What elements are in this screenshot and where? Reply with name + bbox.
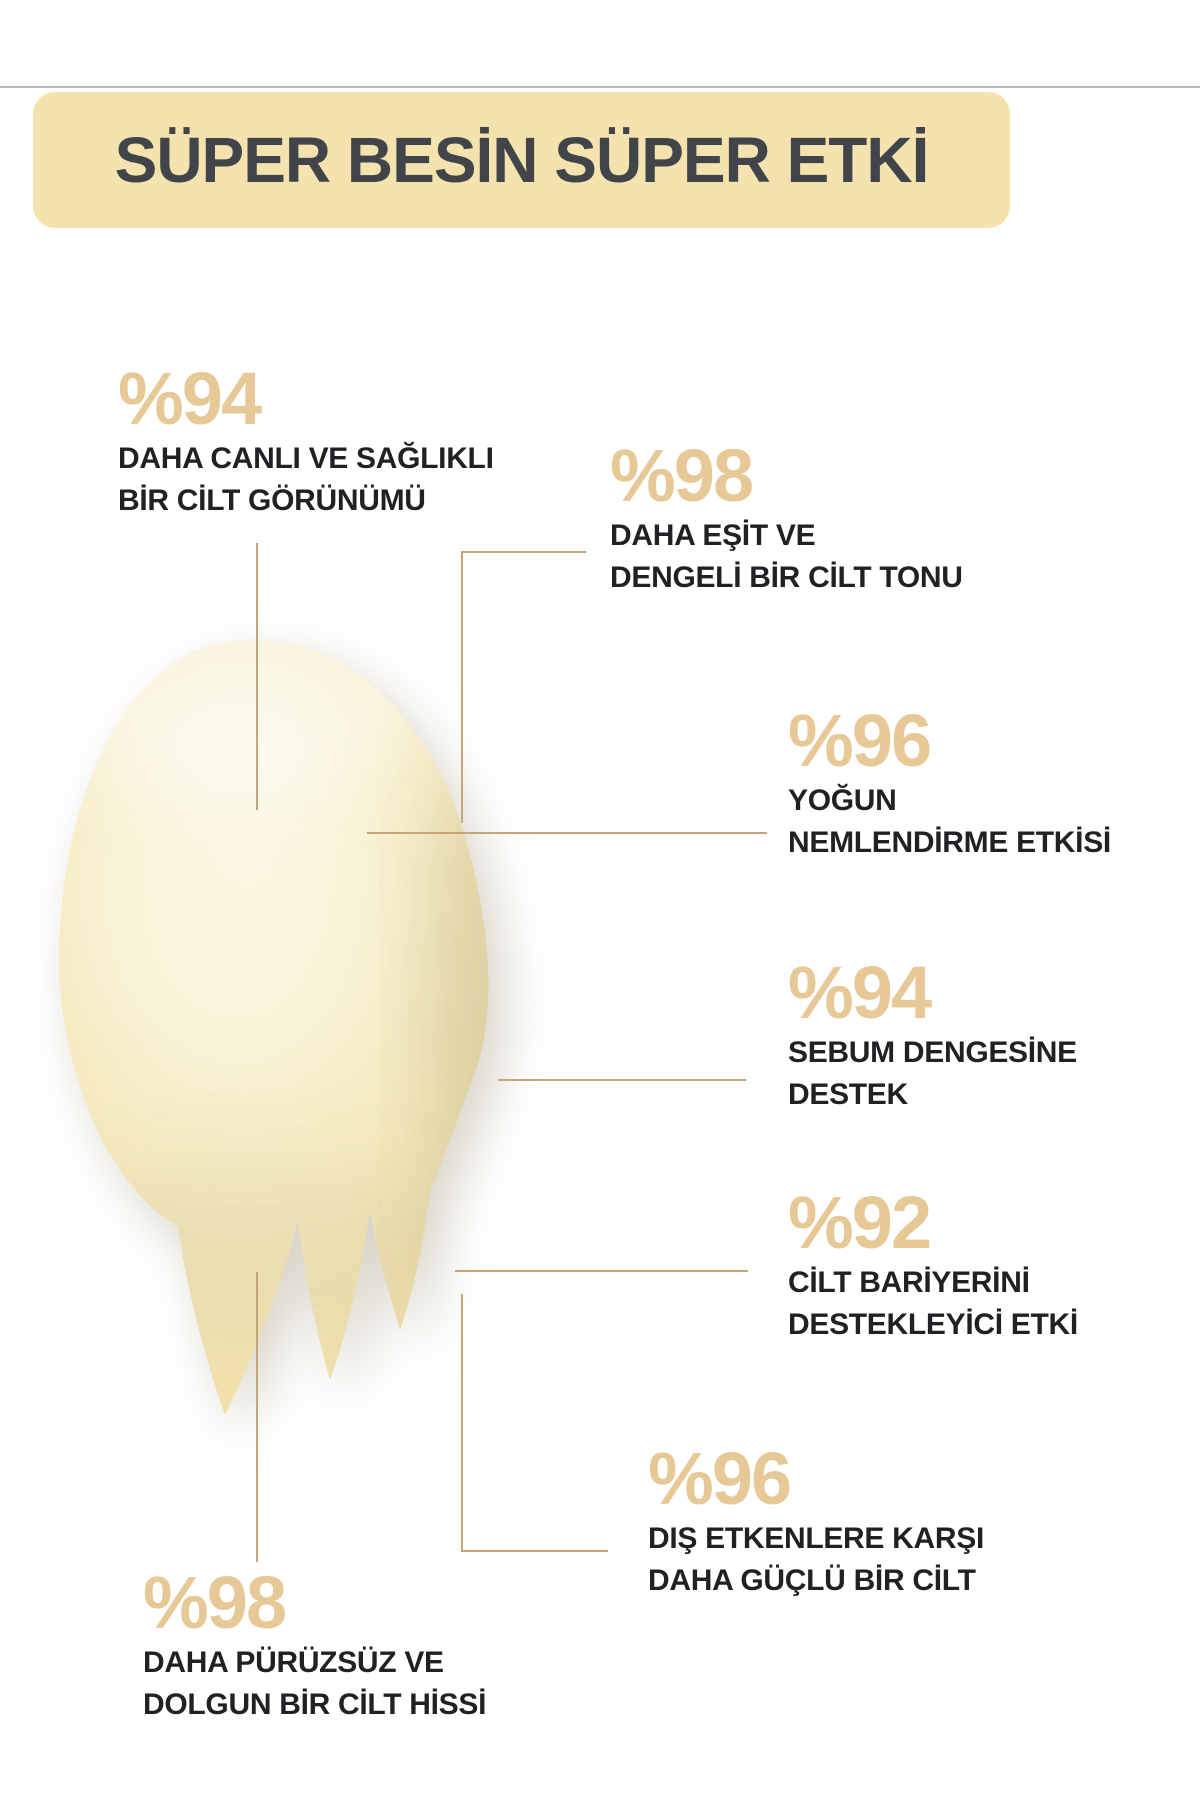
stat-value: %94 bbox=[788, 951, 932, 1034]
connector-line-external-h bbox=[461, 1550, 608, 1552]
connector-line-barrier bbox=[455, 1270, 748, 1272]
stat-label: DAHA CANLI VE SAĞLIKLI bbox=[118, 442, 494, 475]
stat-label: DAHA PÜRÜZSÜZ VE bbox=[143, 1646, 444, 1679]
connector-line-sebum bbox=[498, 1079, 746, 1081]
page-title: SÜPER BESİN SÜPER ETKİ bbox=[114, 124, 930, 196]
stat-label: CİLT BARİYERİNİ bbox=[788, 1266, 1030, 1299]
stat-value: %98 bbox=[610, 434, 754, 517]
stat-sebum-balance: %94 SEBUM DENGESİNE DESTEK bbox=[788, 951, 1077, 1116]
cream-swatch-body bbox=[59, 639, 489, 1416]
stat-value: %96 bbox=[788, 699, 932, 782]
stat-label: DOLGUN BİR CİLT HİSSİ bbox=[143, 1688, 487, 1721]
stat-label: DAHA GÜÇLÜ BİR CİLT bbox=[648, 1564, 976, 1597]
stat-moisturizing: %96 YOĞUN NEMLENDİRME ETKİSİ bbox=[788, 699, 1111, 864]
connector-line-moisture bbox=[367, 832, 767, 834]
stat-external-factors: %96 DIŞ ETKENLERE KARŞI DAHA GÜÇLÜ BİR C… bbox=[648, 1437, 985, 1602]
stat-label: DIŞ ETKENLERE KARŞI bbox=[648, 1522, 985, 1555]
stat-label: NEMLENDİRME ETKİSİ bbox=[788, 826, 1111, 859]
stat-label: SEBUM DENGESİNE bbox=[788, 1036, 1077, 1069]
stat-label: DESTEKLEYİCİ ETKİ bbox=[788, 1308, 1078, 1341]
title-banner: SÜPER BESİN SÜPER ETKİ bbox=[33, 92, 1010, 228]
cream-swatch bbox=[59, 639, 489, 1416]
stat-value: %98 bbox=[143, 1561, 287, 1644]
stat-label: DESTEK bbox=[788, 1078, 908, 1111]
stat-even-tone: %98 DAHA EŞİT VE DENGELİ BİR CİLT TONU bbox=[610, 434, 963, 599]
stat-label: DENGELİ BİR CİLT TONU bbox=[610, 561, 963, 594]
stat-label: BİR CİLT GÖRÜNÜMÜ bbox=[118, 484, 426, 517]
connector-line-external-v bbox=[461, 1294, 463, 1552]
stat-vitality: %94 DAHA CANLI VE SAĞLIKLI BİR CİLT GÖRÜ… bbox=[118, 357, 494, 522]
stat-skin-barrier: %92 CİLT BARİYERİNİ DESTEKLEYİCİ ETKİ bbox=[788, 1181, 1078, 1346]
stat-smoothness: %98 DAHA PÜRÜZSÜZ VE DOLGUN BİR CİLT HİS… bbox=[143, 1561, 487, 1726]
stat-value: %94 bbox=[118, 357, 262, 440]
stat-value: %92 bbox=[788, 1181, 932, 1264]
stat-label: YOĞUN bbox=[788, 784, 897, 817]
connector-line-vitality bbox=[256, 543, 258, 810]
stat-value: %96 bbox=[648, 1437, 792, 1520]
stat-label: DAHA EŞİT VE bbox=[610, 519, 816, 552]
top-divider bbox=[0, 86, 1200, 88]
connector-line-smoothness bbox=[256, 1272, 258, 1562]
connector-line-tone-h bbox=[461, 551, 586, 553]
connector-line-tone-v bbox=[461, 551, 463, 823]
